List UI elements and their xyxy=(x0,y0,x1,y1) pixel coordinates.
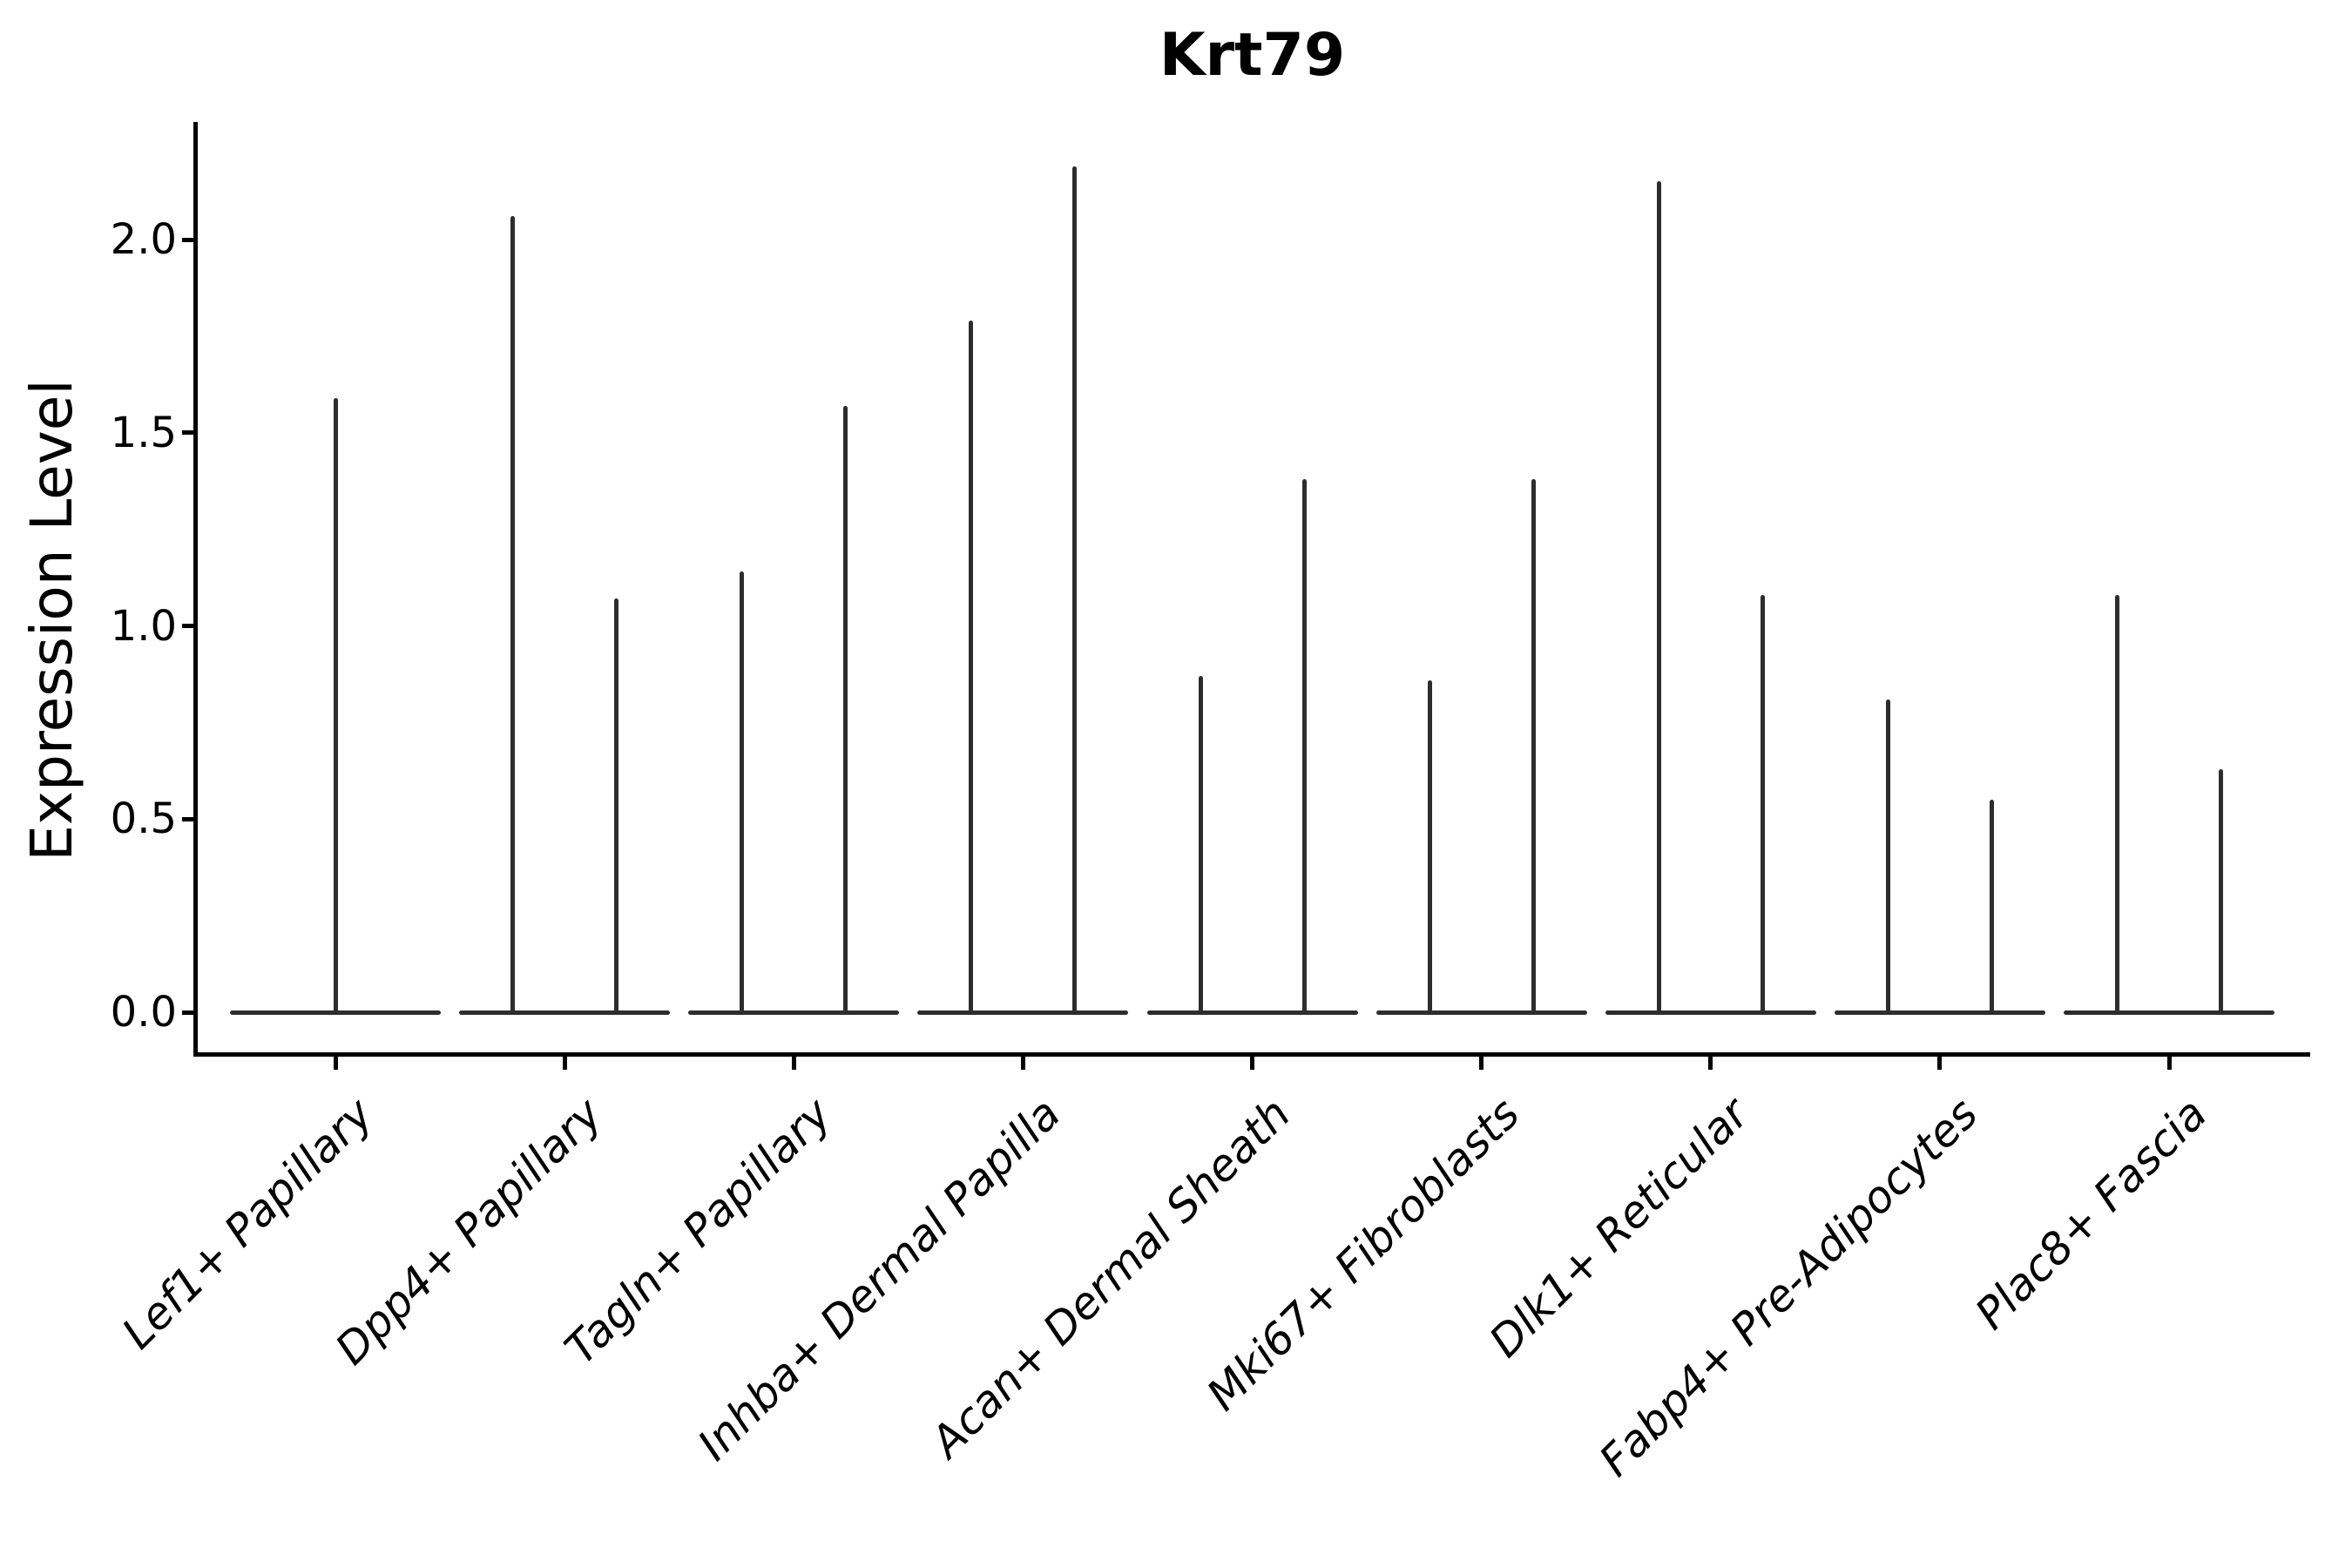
violin-spike xyxy=(2115,595,2119,1014)
y-tick-label: 2.0 xyxy=(110,215,177,264)
violin-spike xyxy=(969,321,974,1014)
violin-spike xyxy=(510,216,516,1014)
violin-spike xyxy=(1427,679,1432,1014)
y-tick-label: 1.0 xyxy=(110,601,177,651)
x-tick-mark xyxy=(1250,1056,1254,1070)
y-tick-mark xyxy=(182,430,196,436)
violin-spike xyxy=(1760,595,1765,1014)
violin-spike xyxy=(1072,166,1078,1014)
violin-spike xyxy=(333,397,338,1014)
y-tick-label: 1.5 xyxy=(110,408,177,457)
violin-spike xyxy=(1989,800,1994,1014)
x-tick-mark xyxy=(1708,1056,1713,1070)
x-tick-mark xyxy=(2166,1056,2172,1070)
violin-baseline xyxy=(1605,1010,1816,1015)
y-tick-mark xyxy=(182,237,196,242)
y-tick-mark xyxy=(182,1010,196,1015)
y-tick-mark xyxy=(182,624,196,628)
violin-baseline xyxy=(688,1010,900,1015)
violin-spike xyxy=(1301,478,1307,1014)
y-tick-label: 0.5 xyxy=(110,794,177,844)
x-tick-mark xyxy=(562,1056,567,1070)
chart-title: Krt79 xyxy=(1159,21,1346,90)
violin-baseline xyxy=(917,1010,1129,1015)
x-axis-spine xyxy=(193,1052,2310,1057)
violin-baseline xyxy=(459,1010,671,1015)
x-tick-mark xyxy=(791,1056,796,1070)
x-tick-mark xyxy=(1020,1056,1025,1070)
y-tick-mark xyxy=(182,816,196,821)
violin-spike xyxy=(1531,478,1536,1014)
violin-spike xyxy=(1885,699,1890,1014)
violin-spike xyxy=(1656,181,1661,1014)
x-tick-mark xyxy=(1937,1056,1943,1070)
y-axis-spine xyxy=(193,122,198,1057)
violin-baseline xyxy=(1375,1010,1587,1015)
violin-spike xyxy=(2219,768,2223,1014)
violin-spike xyxy=(740,571,745,1014)
violin-baseline xyxy=(2064,1010,2274,1015)
violin-spike xyxy=(1198,676,1203,1014)
x-tick-mark xyxy=(333,1056,338,1070)
violin-baseline xyxy=(1834,1010,2045,1015)
x-tick-mark xyxy=(1479,1056,1484,1070)
violin-spike xyxy=(614,598,619,1014)
y-tick-label: 0.0 xyxy=(110,988,177,1037)
violin-spike xyxy=(843,405,848,1014)
violin-baseline xyxy=(1146,1010,1358,1015)
